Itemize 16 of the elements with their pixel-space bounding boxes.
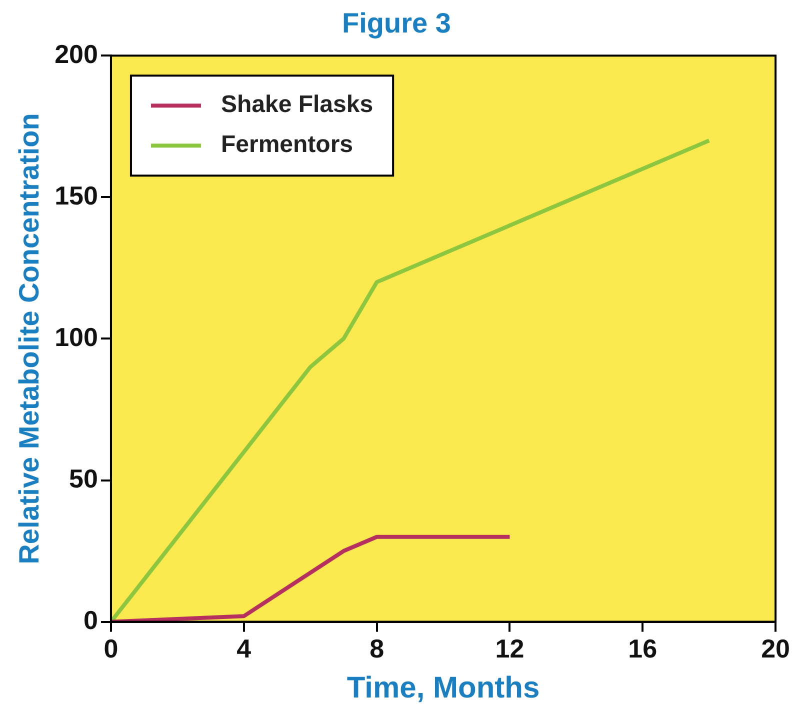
x-tick-label: 16 xyxy=(628,634,658,664)
x-tick-label: 12 xyxy=(495,634,524,664)
x-tick-label: 8 xyxy=(370,634,384,664)
x-tick-label: 0 xyxy=(104,634,118,664)
y-tick-label: 200 xyxy=(54,38,98,69)
x-tick-label: 20 xyxy=(761,634,790,664)
legend-label: Fermentors xyxy=(220,131,354,158)
x-tick-label: 4 xyxy=(236,634,252,664)
y-tick-label: 0 xyxy=(84,604,98,635)
chart-title: Figure 3 xyxy=(342,8,451,39)
legend-label: Shake Flasks xyxy=(220,91,374,118)
y-axis-title: Relative Metabolite Concentration xyxy=(14,113,45,564)
y-tick-label: 100 xyxy=(54,322,98,352)
x-axis-title: Time, Months xyxy=(346,671,540,704)
y-tick-label: 50 xyxy=(69,463,98,494)
y-tick-label: 150 xyxy=(54,180,98,210)
